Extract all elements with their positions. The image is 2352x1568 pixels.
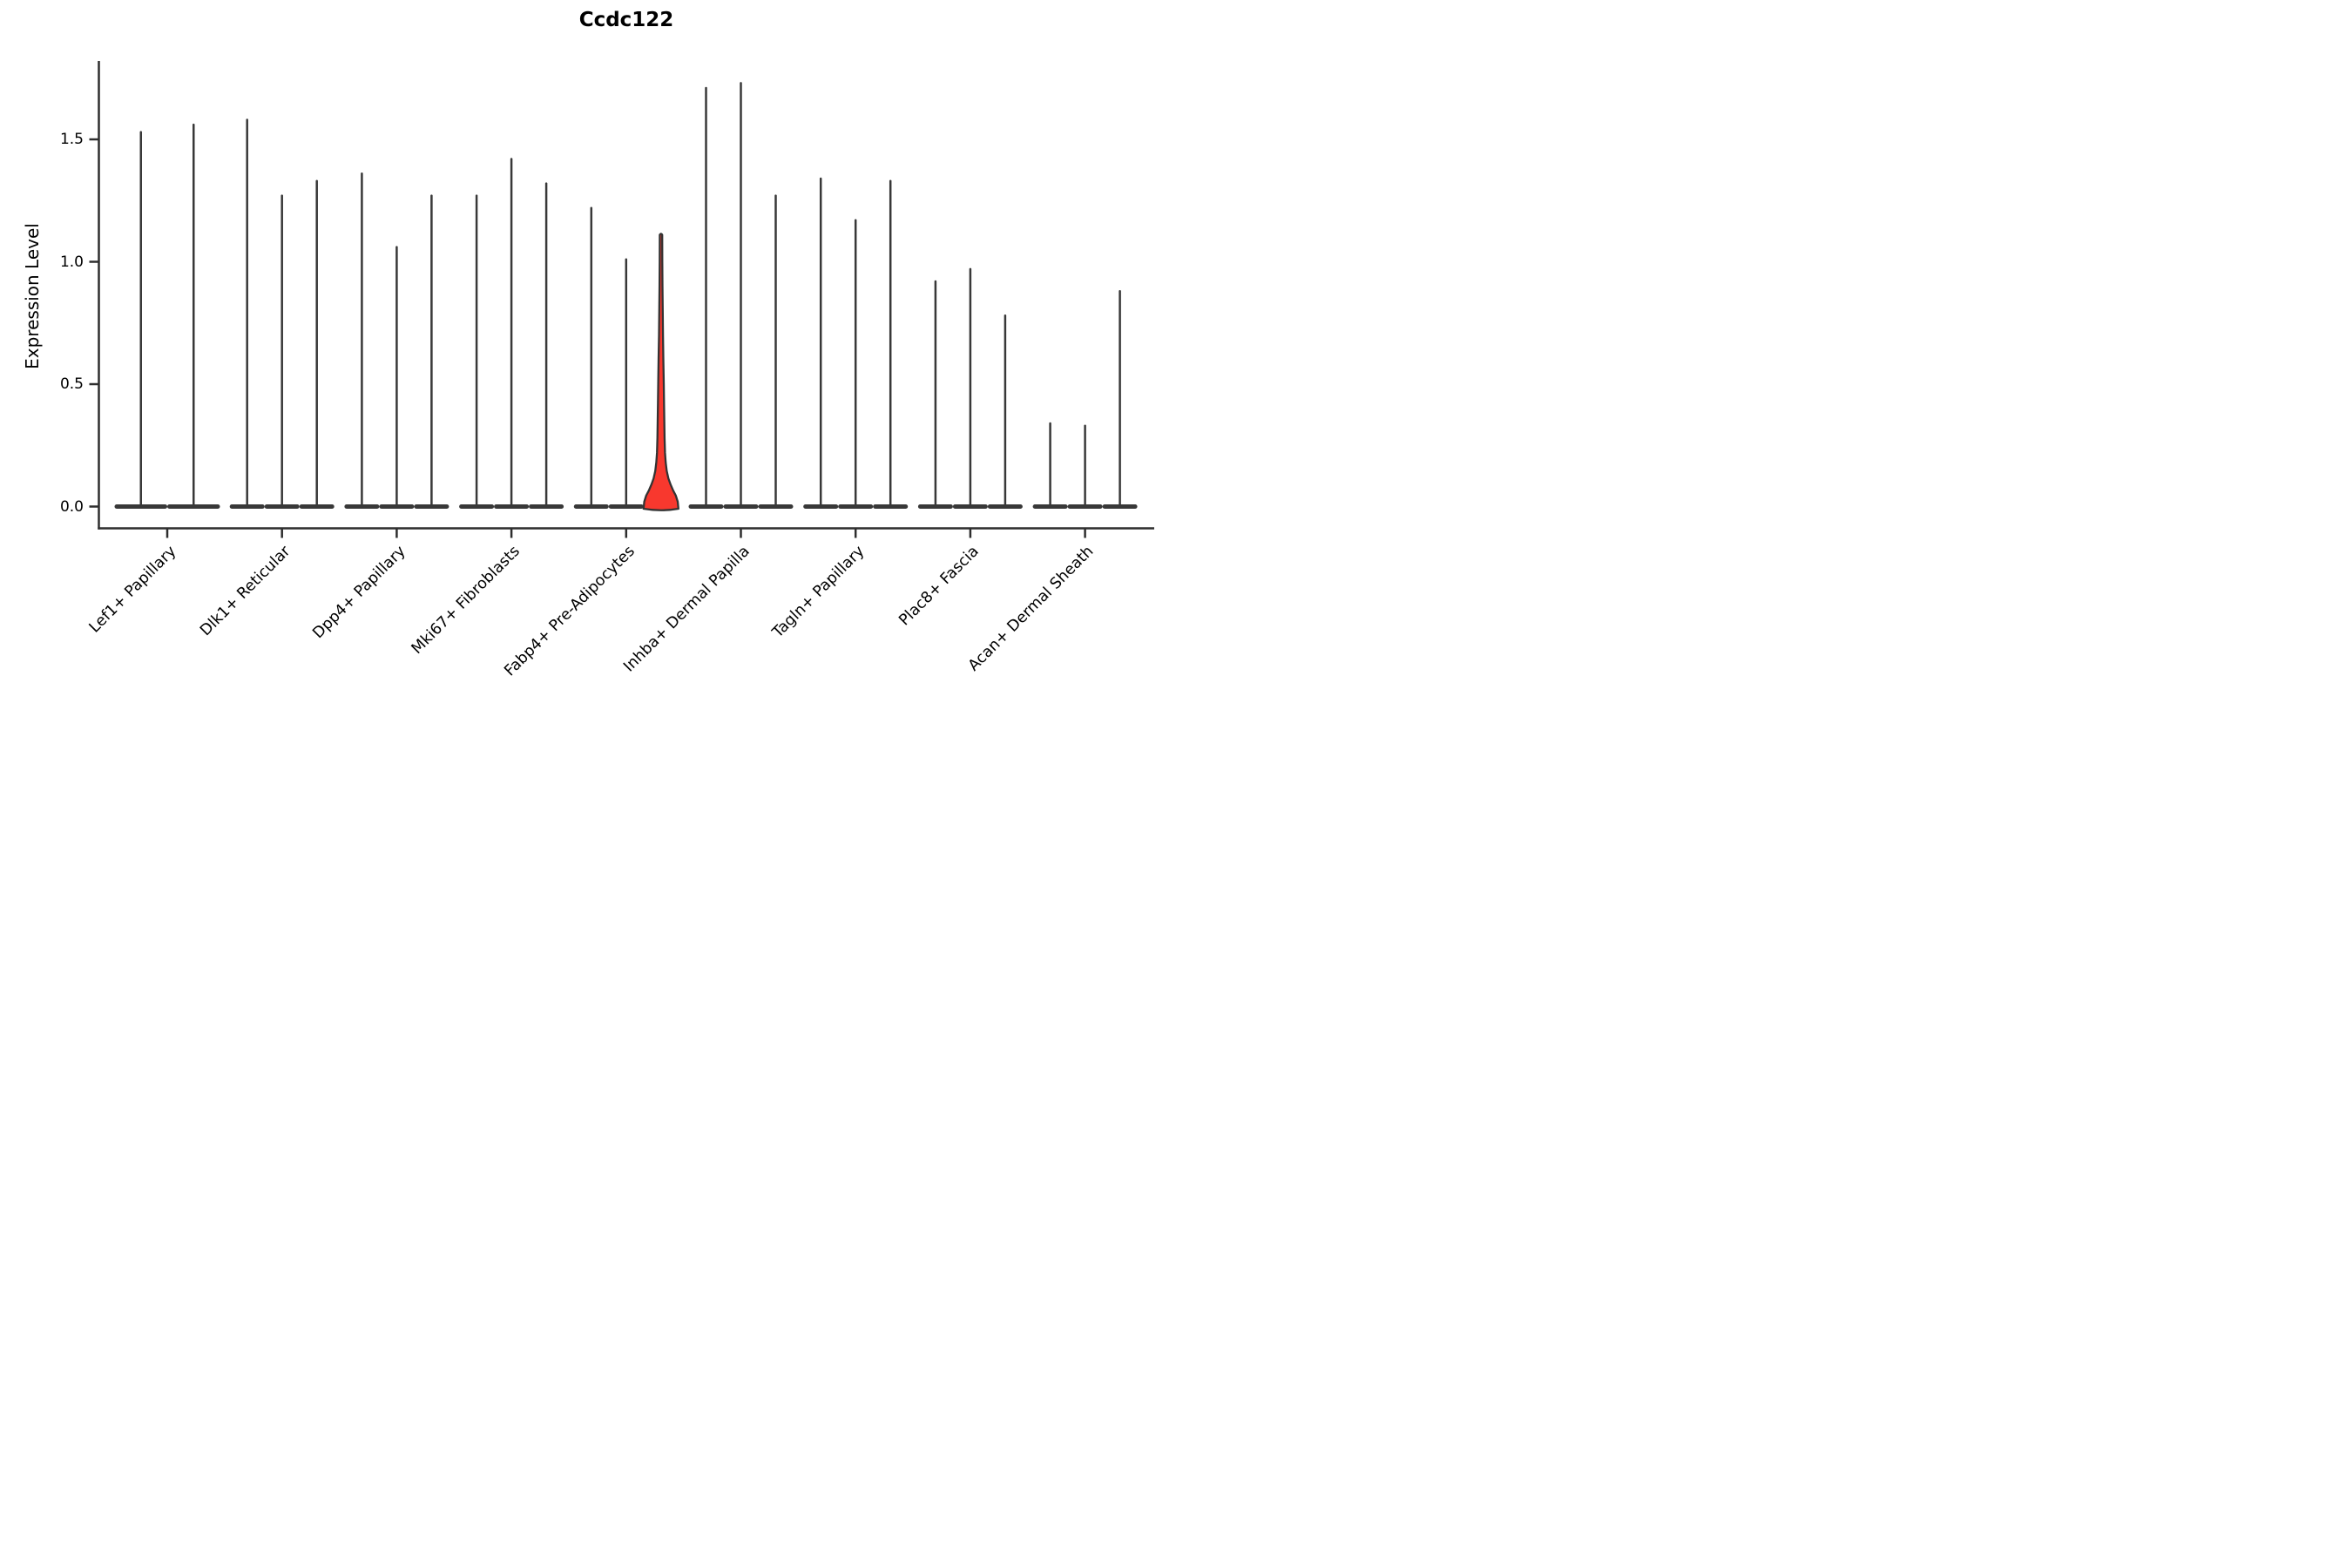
- violin-base: [917, 504, 953, 509]
- y-tick-label: 0.5: [59, 375, 84, 393]
- violin-base: [167, 504, 220, 509]
- violin-base: [1067, 504, 1103, 509]
- violin-base: [114, 504, 167, 509]
- violin-base: [838, 504, 874, 509]
- chart-title: Ccdc122: [578, 9, 674, 31]
- plot-area: [89, 61, 1154, 538]
- violin-base: [803, 504, 839, 509]
- violin-base: [688, 504, 724, 509]
- y-tick-label: 0.0: [59, 497, 84, 516]
- violin-base: [459, 504, 495, 509]
- violin-base: [987, 504, 1023, 509]
- y-tick-label: 1.5: [59, 131, 84, 148]
- violin-base: [952, 504, 988, 509]
- highlighted-violin: [642, 233, 679, 511]
- violin-base: [1032, 504, 1068, 509]
- y-tick-label: 1.0: [59, 253, 84, 271]
- violin-base: [529, 504, 564, 509]
- violin-base: [1102, 504, 1138, 509]
- violin-base: [379, 504, 415, 509]
- violin-plot-figure: Ccdc122 Expression Level 0.0 0.5 1.0 1.5 Le…: [0, 0, 1176, 784]
- violin-base: [608, 504, 644, 509]
- violin-base: [299, 504, 335, 509]
- violin-base: [494, 504, 530, 509]
- violin-base: [264, 504, 300, 509]
- violin-base: [758, 504, 794, 509]
- violin-base: [229, 504, 265, 509]
- violin-base: [723, 504, 759, 509]
- violin-base: [344, 504, 380, 509]
- violin-base: [873, 504, 909, 509]
- violin-base: [573, 504, 609, 509]
- violin-base: [414, 504, 449, 509]
